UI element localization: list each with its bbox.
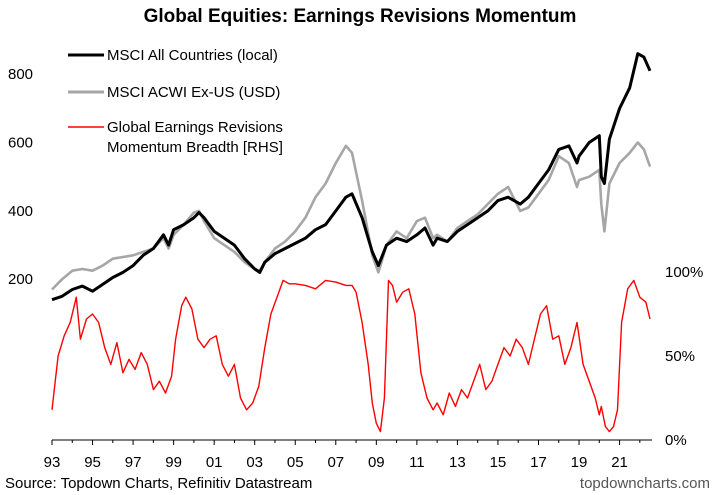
x-tick-label: 15 [490,454,507,471]
x-tick-label: 17 [530,454,547,471]
x-tick-label: 05 [287,454,304,471]
x-tick-label: 95 [84,454,101,471]
right-axis-tick-label: 50% [665,348,695,365]
left-axis-tick-label: 800 [8,66,33,83]
watermark: topdowncharts.com [580,475,710,492]
x-tick-label: 09 [368,454,385,471]
x-tick-label: 21 [611,454,628,471]
x-tick-label: 07 [327,454,344,471]
x-tick-label: 97 [125,454,142,471]
legend-label: MSCI ACWI Ex-US (USD) [107,84,280,101]
axes-layer: 93 95 97 99 01 03 05 07 09 11 13 15 17 19 21 200 400 600 8… [8,66,703,471]
left-axis-tick-label: 400 [8,203,33,220]
series-line-msci-acwi-ex-us-usd [51,141,652,291]
x-tick-label: 03 [246,454,263,471]
right-axis-tick-label: 0% [665,432,687,449]
source-note: Source: Topdown Charts, Refinitiv Datast… [5,475,312,492]
right-axis-tick-label: 100% [665,264,703,281]
series-line-global-earnings-revisions-momentum-breadth-rhs [51,279,651,433]
x-tick-label: 13 [449,454,466,471]
legend-label: Momentum Breadth [RHS] [107,139,283,156]
x-tick-label: 93 [44,454,61,471]
left-axis-tick-label: 200 [8,271,33,288]
legend: MSCI All Countries (local) MSCI ACWI Ex-U… [68,47,283,156]
chart-title: Global Equities: Earnings Revisions Mome… [144,6,577,27]
x-tick-label: 99 [165,454,182,471]
x-tick-label: 11 [409,454,425,471]
legend-label: Global Earnings Revisions [107,119,283,136]
x-tick-label: 19 [571,454,588,471]
left-axis-tick-label: 600 [8,135,33,152]
series-line-msci-all-countries-local [51,52,652,302]
x-tick-label: 01 [206,454,223,471]
series-layer [51,52,652,433]
legend-label: MSCI All Countries (local) [107,47,278,64]
